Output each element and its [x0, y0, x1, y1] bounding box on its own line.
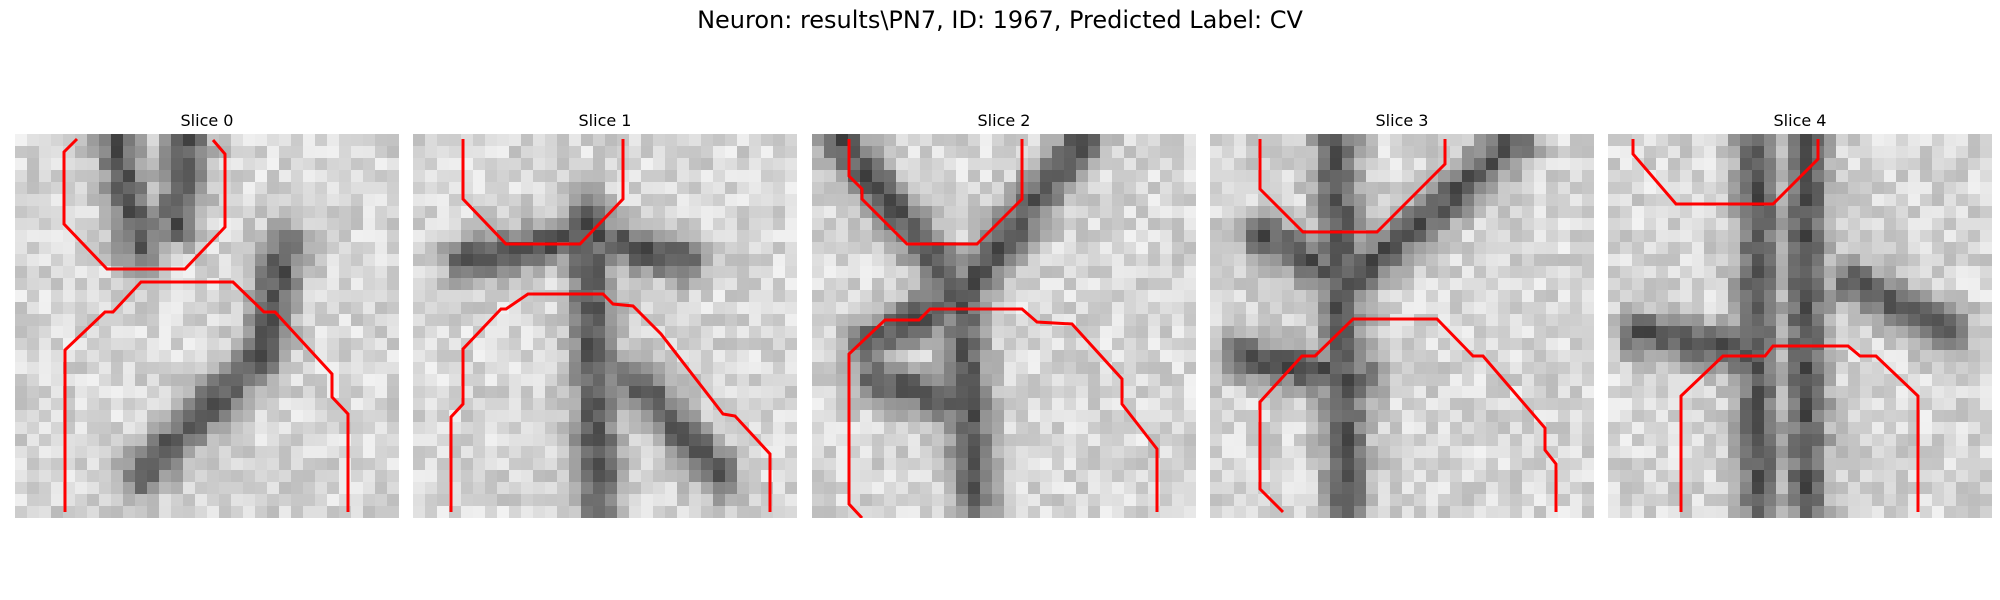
slice-panel-1: Slice 1	[413, 108, 797, 518]
slice-title: Slice 3	[1375, 111, 1429, 130]
contour-line	[847, 139, 1024, 246]
slice-panel-4: Slice 4	[1608, 108, 1992, 518]
slice-panel-3: Slice 3	[1210, 108, 1594, 518]
slice-title: Slice 4	[1773, 111, 1827, 130]
slice-panel-0: Slice 0	[15, 108, 399, 518]
grayscale-image	[413, 134, 797, 518]
segmentation-contours	[847, 139, 1159, 518]
contour-line	[1258, 139, 1447, 234]
segmentation-contours	[1631, 139, 1920, 512]
contour-line	[461, 139, 625, 246]
grayscale-image	[812, 134, 1196, 518]
segmentation-contours	[449, 139, 772, 512]
contour-line	[1631, 139, 1820, 206]
slice-image	[812, 134, 1196, 518]
slice-image	[1210, 134, 1594, 518]
grayscale-image	[1210, 134, 1594, 518]
slice-image	[1608, 134, 1992, 518]
slice-title: Slice 1	[578, 111, 632, 130]
segmentation-contours	[1258, 139, 1558, 514]
segmentation-contours	[62, 137, 350, 512]
slice-image	[413, 134, 797, 518]
contour-line	[449, 292, 772, 512]
slice-title: Slice 0	[180, 111, 234, 130]
figure-title: Neuron: results\PN7, ID: 1967, Predicted…	[697, 6, 1303, 34]
contour-line	[1258, 317, 1558, 514]
slice-image	[15, 134, 399, 518]
contour-line	[63, 280, 350, 512]
slice-title: Slice 2	[977, 111, 1031, 130]
grayscale-image	[15, 134, 399, 518]
contour-line	[1679, 344, 1920, 512]
contour-line	[62, 137, 227, 271]
slice-panel-2: Slice 2	[812, 108, 1196, 518]
contour-line	[847, 307, 1159, 518]
